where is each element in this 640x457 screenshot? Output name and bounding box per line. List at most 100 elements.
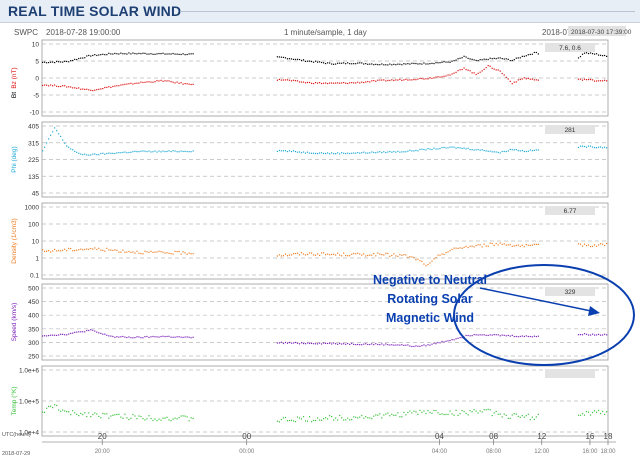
data-point: [465, 412, 467, 414]
data-point: [365, 152, 367, 154]
data-point: [44, 250, 46, 253]
data-point: [455, 409, 457, 411]
y-axis-label: Density (1/cm3): [11, 218, 18, 264]
data-point: [357, 81, 359, 83]
data-point: [80, 57, 82, 59]
data-point: [100, 54, 102, 56]
data-point: [519, 150, 521, 152]
annotation: Negative to Neutral Rotating Solar Magneti…: [373, 264, 635, 366]
data-point: [60, 61, 62, 63]
data-point: [377, 79, 379, 81]
data-point: [383, 79, 385, 81]
data-point: [349, 152, 351, 155]
annotation-ellipse: [453, 264, 635, 366]
data-point: [375, 63, 377, 65]
data-point: [467, 334, 469, 337]
data-point: [459, 336, 461, 339]
data-point: [475, 59, 477, 62]
data-point: [451, 60, 453, 62]
data-point: [383, 344, 385, 346]
data-point: [447, 251, 449, 253]
data-point: [343, 152, 345, 154]
data-point: [599, 243, 602, 245]
data-point: [435, 76, 437, 78]
data-point: [465, 245, 467, 248]
data-point: [487, 334, 489, 337]
data-point: [493, 57, 495, 60]
data-point: [152, 81, 154, 83]
y-tick-label: 405: [28, 124, 39, 131]
data-point: [142, 253, 144, 255]
data-point: [180, 82, 182, 84]
y-tick-label: 10: [32, 42, 40, 49]
data-point: [150, 81, 152, 83]
data-point: [56, 404, 58, 407]
data-point: [116, 249, 118, 251]
data-point: [314, 254, 317, 256]
data-point: [449, 61, 451, 63]
data-point: [130, 82, 132, 84]
data-point: [535, 79, 537, 81]
data-point: [521, 335, 523, 337]
data-point: [463, 55, 465, 57]
data-point: [52, 61, 54, 63]
latest-value-box: [545, 287, 595, 296]
data-point: [106, 152, 108, 155]
data-point: [535, 335, 537, 338]
data-point: [150, 336, 152, 338]
y-tick-label: 5: [35, 59, 39, 66]
data-point: [375, 80, 377, 82]
x-utc-tick-label: 18:00: [600, 449, 616, 455]
data-point: [517, 336, 519, 338]
data-point: [533, 79, 535, 81]
data-point: [68, 61, 70, 63]
data-point: [387, 79, 389, 82]
data-point: [44, 146, 46, 148]
data-point: [351, 418, 353, 421]
data-point: [519, 335, 521, 338]
data-point: [166, 416, 168, 418]
data-point: [349, 82, 351, 84]
data-point: [118, 53, 120, 55]
data-point: [471, 411, 473, 413]
data-point: [42, 150, 44, 152]
data-point: [312, 343, 315, 345]
data-point: [146, 251, 148, 253]
data-point: [469, 335, 471, 337]
data-point: [377, 252, 379, 254]
data-point: [405, 414, 407, 416]
data-point: [419, 148, 421, 150]
data-point: [186, 53, 188, 56]
data-point: [443, 413, 445, 416]
data-point: [142, 81, 144, 84]
data-point: [122, 249, 124, 251]
data-point: [453, 146, 455, 148]
data-point: [397, 63, 399, 65]
annotation-line: Magnetic Wind: [386, 311, 474, 325]
data-point: [409, 410, 411, 412]
data-point: [509, 243, 511, 246]
data-point: [170, 420, 172, 422]
data-point: [86, 55, 88, 57]
data-point: [68, 333, 70, 335]
data-point: [585, 410, 588, 413]
data-point: [411, 79, 413, 81]
data-point: [373, 415, 375, 417]
data-point: [393, 150, 395, 153]
data-point: [118, 336, 120, 338]
data-point: [431, 77, 433, 79]
data-point: [519, 245, 521, 247]
data-point: [523, 246, 525, 248]
data-point: [331, 253, 333, 256]
data-point: [439, 342, 441, 344]
data-point: [585, 52, 588, 54]
data-point: [409, 63, 411, 65]
data-point: [423, 148, 425, 151]
x-utc-tick-label: 20:00: [95, 449, 111, 455]
data-point: [178, 336, 180, 338]
data-point: [401, 344, 403, 346]
data-point: [441, 253, 443, 255]
data-point: [327, 342, 329, 345]
data-point: [413, 256, 415, 258]
data-point: [64, 142, 66, 144]
